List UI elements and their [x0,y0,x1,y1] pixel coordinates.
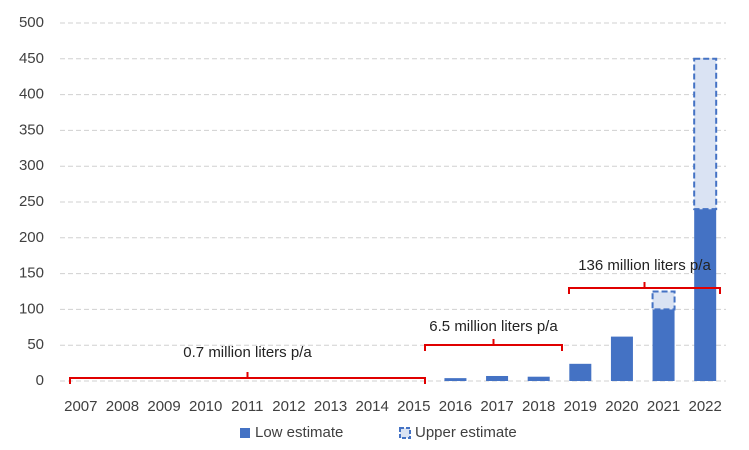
x-tick-label: 2016 [439,398,472,415]
x-tick-label: 2020 [605,398,638,415]
y-tick-label: 300 [19,157,44,174]
brace [69,372,426,384]
x-tick-label: 2007 [64,398,97,415]
y-tick-label: 50 [27,336,44,353]
y-tick-label: 200 [19,229,44,246]
bar [651,290,676,311]
bar [569,363,592,381]
bar [444,378,467,381]
y-tick-label: 400 [19,86,44,103]
annotation: 6.5 million liters p/a [429,318,558,335]
bar [693,57,718,211]
bar [694,209,717,381]
legend-swatch [399,427,411,439]
bar [610,336,633,381]
x-tick-label: 2022 [689,398,722,415]
bar [652,309,675,381]
brace [568,282,721,294]
x-tick-label: 2015 [397,398,430,415]
bar [527,376,550,381]
legend-swatch [240,428,250,438]
y-tick-label: 250 [19,193,44,210]
x-tick-label: 2010 [189,398,222,415]
x-tick-label: 2021 [647,398,680,415]
x-tick-label: 2011 [231,398,263,415]
x-tick-label: 2017 [480,398,513,415]
bar [486,375,509,381]
x-tick-label: 2014 [356,398,389,415]
annotation: 0.7 million liters p/a [183,344,312,361]
annotation: 136 million liters p/a [578,257,711,274]
y-tick-label: 0 [36,372,44,389]
x-tick-label: 2009 [147,398,180,415]
x-tick-label: 2012 [272,398,305,415]
y-tick-label: 500 [19,14,44,31]
legend-label: Upper estimate [415,424,517,441]
y-tick-label: 350 [19,121,44,138]
x-tick-label: 2019 [564,398,597,415]
x-tick-label: 2013 [314,398,347,415]
x-tick-label: 2008 [106,398,139,415]
x-tick-label: 2018 [522,398,555,415]
y-tick-label: 150 [19,265,44,282]
y-tick-label: 450 [19,50,44,67]
legend-label: Low estimate [255,424,343,441]
y-tick-label: 100 [19,300,44,317]
brace [424,339,563,351]
